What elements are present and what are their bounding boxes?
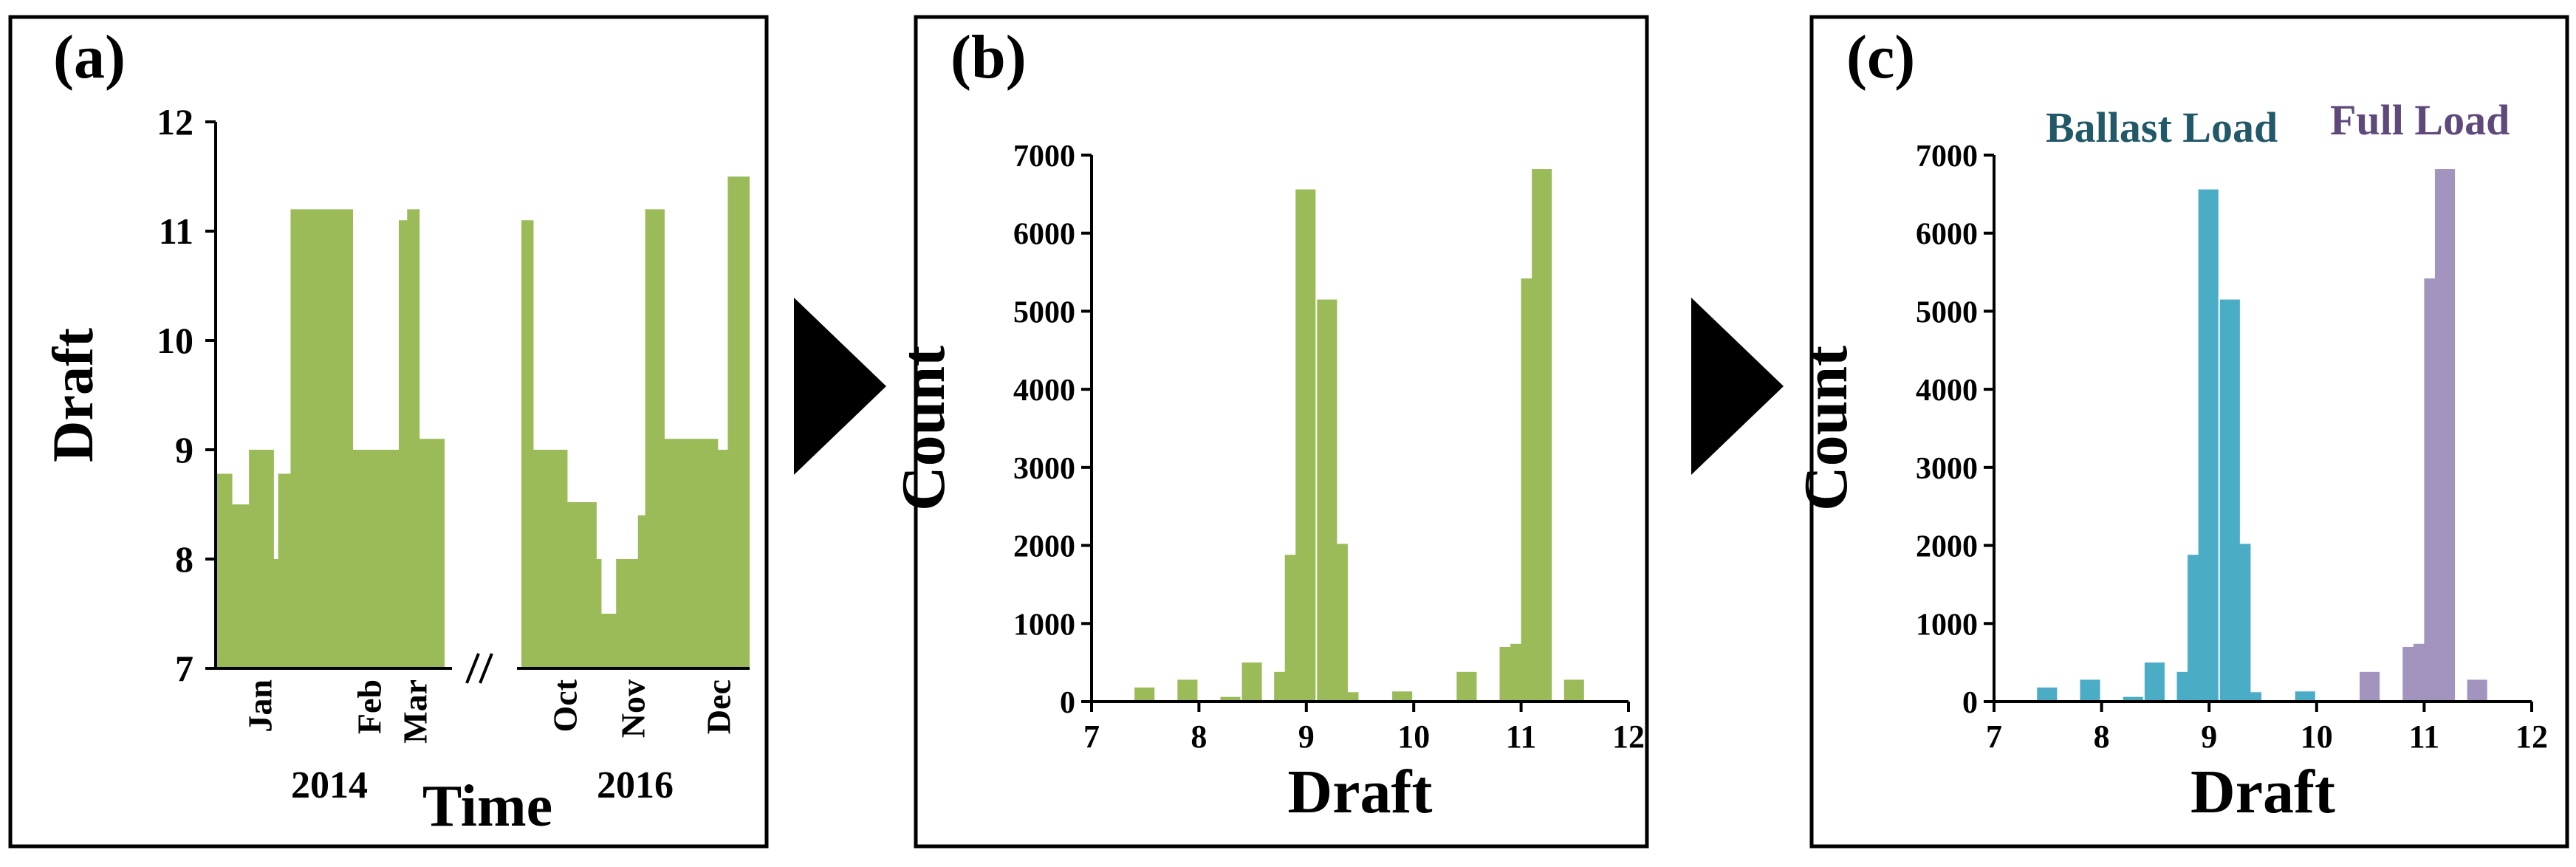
x-tick-label: Mar xyxy=(397,679,434,744)
histogram-bar xyxy=(2037,687,2058,702)
legend-full-load: Full Load xyxy=(2330,96,2510,144)
x-tick-label: 9 xyxy=(2201,719,2217,755)
x-tick-label: 11 xyxy=(1506,719,1537,755)
histogram-bar xyxy=(2123,696,2143,702)
x-tick-label: 10 xyxy=(1397,719,1430,755)
histogram-bar xyxy=(1177,679,1198,702)
histogram-bar xyxy=(1327,544,1348,702)
histogram-bar xyxy=(1532,169,1552,702)
histogram-bar xyxy=(1392,691,1413,702)
axis-break-mark xyxy=(479,653,493,684)
histogram-bar xyxy=(2295,691,2315,702)
y-tick-label: 2000 xyxy=(1916,530,1978,564)
draft-series-segment-2014 xyxy=(216,209,445,668)
arrow-right-icon xyxy=(1691,298,1784,475)
histogram-bar xyxy=(2144,662,2165,702)
histogram-bar xyxy=(1456,671,1477,702)
histogram-bar xyxy=(1338,692,1359,702)
histogram-bar xyxy=(2198,189,2219,702)
histogram-bar xyxy=(1241,662,1262,702)
panel-a-frame xyxy=(8,15,769,849)
histogram-bar xyxy=(2434,169,2456,702)
y-tick-label: 2000 xyxy=(1013,530,1075,564)
y-tick-label: 9 xyxy=(175,429,193,470)
x-tick-label: 12 xyxy=(1612,719,1645,755)
histogram-bar xyxy=(1563,679,1584,702)
y-tick-label: 8 xyxy=(175,538,193,580)
y-tick-label: 6000 xyxy=(1916,218,1978,252)
y-tick-label: 12 xyxy=(157,101,193,143)
y-axis-title: Count xyxy=(1792,346,1860,511)
panel-c-frame xyxy=(1809,15,2569,849)
x-axis-title: Draft xyxy=(2190,758,2335,826)
panel-c-label: (c) xyxy=(1846,23,1915,92)
histogram-bar xyxy=(2080,679,2100,702)
year-label: 2016 xyxy=(597,764,674,806)
y-tick-label: 6000 xyxy=(1013,218,1075,252)
histogram-bar xyxy=(1134,687,1155,702)
x-tick-label: 12 xyxy=(2515,719,2548,755)
y-tick-label: 3000 xyxy=(1916,452,1978,486)
y-tick-label: 3000 xyxy=(1013,452,1075,486)
y-tick-label: 11 xyxy=(159,210,193,252)
x-tick-label: Jan xyxy=(242,679,279,733)
panel-a-label: (a) xyxy=(53,23,126,92)
y-tick-label: 0 xyxy=(1060,686,1075,720)
y-tick-label: 5000 xyxy=(1013,295,1075,329)
y-tick-label: 0 xyxy=(1962,686,1978,720)
y-axis-title: Draft xyxy=(41,328,105,462)
chart-b: 0 1000 2000 3000 4000 5000 6000 7000 7 8 9 10 11 12 Dr… xyxy=(889,140,1645,826)
x-tick-label: Oct xyxy=(547,679,584,732)
histogram-bar xyxy=(2467,679,2487,702)
arrow-right-icon xyxy=(794,298,886,475)
y-tick-label: 4000 xyxy=(1916,374,1978,408)
y-tick-label: 10 xyxy=(157,320,193,361)
x-tick-label: Dec xyxy=(700,679,738,734)
x-tick-label: 7 xyxy=(1986,719,2002,755)
legend-ballast-load: Ballast Load xyxy=(2046,103,2278,151)
y-tick-label: 1000 xyxy=(1916,608,1978,642)
y-axis-title: Count xyxy=(889,346,958,511)
x-axis-title: Draft xyxy=(1288,758,1433,826)
y-tick-label: 7000 xyxy=(1013,140,1075,174)
y-tick-label: 1000 xyxy=(1013,608,1075,642)
x-tick-label: 11 xyxy=(2409,719,2440,755)
panel-b-label: (b) xyxy=(950,23,1027,92)
histogram-bar xyxy=(2360,671,2380,702)
chart-a: Jan Feb Mar 2014 Oct Nov Dec 2016 7 8 9 10 11 12 Draft… xyxy=(41,101,750,839)
x-tick-label: 8 xyxy=(2094,719,2110,755)
y-tick-label: 5000 xyxy=(1916,295,1978,329)
axis-break-mark xyxy=(465,653,480,684)
y-tick-label: 7000 xyxy=(1916,140,1978,174)
chart-c: 0 1000 2000 3000 4000 5000 6000 7000 7 8 9 10 11 12 Dr… xyxy=(1792,96,2548,826)
histogram-bar xyxy=(1295,189,1316,702)
x-tick-label: 8 xyxy=(1191,719,1207,755)
x-tick-label: 10 xyxy=(2301,719,2333,755)
histogram-bar xyxy=(1220,696,1241,702)
draft-series-segment-2016 xyxy=(521,177,750,668)
histogram-bar xyxy=(2230,544,2251,702)
x-axis-title: Time xyxy=(422,774,552,839)
x-tick-label: Feb xyxy=(351,679,388,734)
y-tick-label: 4000 xyxy=(1013,374,1075,408)
x-tick-label: Nov xyxy=(614,679,652,738)
x-tick-label: 9 xyxy=(1298,719,1315,755)
year-label: 2014 xyxy=(291,764,368,806)
y-tick-label: 7 xyxy=(175,648,193,689)
histogram-bar xyxy=(2241,692,2261,702)
panel-b-frame xyxy=(914,15,1649,849)
x-tick-label: 7 xyxy=(1083,719,1100,755)
